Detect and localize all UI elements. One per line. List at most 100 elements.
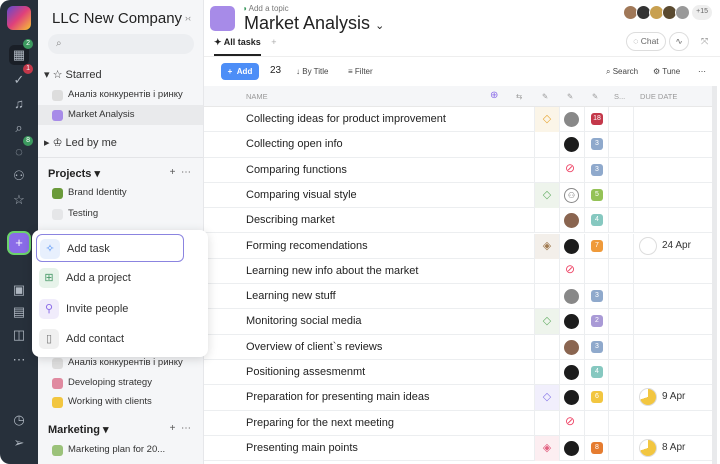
task-name[interactable]: Overview of client`s reviews — [246, 340, 383, 353]
status-cell[interactable] — [534, 258, 559, 284]
board-icon[interactable]: ◫ — [12, 327, 26, 342]
table-row[interactable]: Collecting ideas for product improvement… — [204, 107, 713, 133]
task-name[interactable]: Forming recomendations — [246, 239, 368, 252]
priority-cell[interactable]: 4 — [584, 360, 608, 385]
starred-item[interactable]: Аналіз конкурентів і ринку — [38, 85, 203, 105]
due-date-cell[interactable] — [633, 360, 713, 385]
due-date-cell[interactable]: 24 Apr — [633, 233, 713, 259]
sidebar-search[interactable]: ⌕ — [48, 34, 194, 54]
priority-cell[interactable]: 3 — [584, 132, 608, 158]
task-name[interactable]: Monitoring social media — [246, 315, 362, 328]
status-cell[interactable]: ◇ — [534, 182, 559, 208]
marketing-header[interactable]: Marketing ▾ — [48, 424, 109, 436]
people-icon[interactable]: ⚇ — [13, 168, 25, 183]
projects-actions[interactable]: + ⋯ — [169, 167, 191, 178]
assignee-cell[interactable] — [559, 107, 584, 132]
briefcase-icon[interactable]: ▣ — [12, 282, 26, 297]
due-date-cell[interactable] — [633, 334, 713, 360]
sort-down-icon[interactable]: ⊕ — [490, 90, 499, 101]
menu-invite-people[interactable]: ⚲ Invite people — [36, 295, 184, 323]
chat-icon[interactable]: ◌ 8 — [9, 136, 33, 162]
s-cell[interactable] — [608, 233, 633, 259]
column-flow-icon[interactable]: ⇆ — [516, 92, 523, 101]
task-name[interactable]: Preparation for presenting main ideas — [246, 391, 430, 404]
column-due-date[interactable]: DUE DATE — [640, 92, 678, 101]
status-cell[interactable]: ◇ — [534, 107, 559, 132]
marketing-actions[interactable]: + ⋯ — [169, 423, 191, 434]
bell-icon[interactable]: ♫ — [14, 96, 24, 111]
column-s[interactable]: S... — [614, 92, 626, 101]
priority-cell[interactable]: 7 — [584, 233, 608, 259]
add-button[interactable]: + Add — [221, 63, 259, 80]
home-icon[interactable]: ▦ 2 — [9, 39, 33, 65]
assignee-cell[interactable]: ⊘ — [559, 258, 584, 284]
s-cell[interactable] — [608, 182, 633, 208]
table-row[interactable]: Learning new info about the market ⊘ — [204, 258, 712, 285]
due-date-cell[interactable]: 8 Apr — [633, 435, 713, 461]
column-pin-icon[interactable]: ✎ — [567, 92, 574, 101]
priority-cell[interactable]: 3 — [584, 157, 608, 183]
search-button[interactable]: ⌕ Search — [606, 67, 639, 76]
led-by-me-section[interactable]: ▸ ♔ Led by me — [44, 137, 117, 149]
task-name[interactable]: Describing market — [246, 214, 335, 227]
s-cell[interactable] — [608, 132, 633, 158]
assignee-cell[interactable]: ⚇ — [559, 182, 584, 208]
due-date-cell[interactable] — [633, 284, 713, 310]
priority-cell[interactable] — [584, 410, 608, 436]
column-pin-icon[interactable]: ✎ — [542, 92, 549, 101]
assignee-cell[interactable]: ⊘ — [559, 410, 584, 436]
assignee-cell[interactable] — [559, 360, 584, 385]
priority-cell[interactable] — [584, 258, 608, 284]
task-name[interactable]: Collecting open info — [246, 138, 343, 151]
s-cell[interactable] — [608, 385, 633, 411]
due-date-cell[interactable]: 9 Apr — [633, 385, 713, 411]
scrollbar[interactable] — [712, 86, 717, 464]
chat-button[interactable]: ◌ Chat — [626, 32, 666, 51]
table-row[interactable]: Collecting open info 3 — [204, 132, 712, 158]
workspace-logo[interactable] — [7, 6, 31, 30]
project-item[interactable]: Developing strategy — [38, 373, 203, 393]
assignee-cell[interactable] — [559, 334, 584, 360]
company-name[interactable]: LLC New Company — [52, 10, 183, 27]
priority-cell[interactable]: 3 — [584, 284, 608, 310]
tab-all-tasks[interactable]: ✦ All tasks + — [214, 37, 277, 56]
projects-header[interactable]: Projects ▾ — [48, 168, 100, 180]
status-cell[interactable]: ◈ — [534, 233, 559, 259]
status-cell[interactable] — [534, 284, 559, 310]
s-cell[interactable] — [608, 258, 633, 284]
priority-cell[interactable]: 2 — [584, 309, 608, 335]
s-cell[interactable] — [608, 360, 633, 385]
tasks-icon[interactable]: ✓ 1 — [9, 64, 33, 90]
menu-add-contact[interactable]: ▯ Add contact — [36, 325, 184, 353]
add-topic[interactable]: ◑ Add a topic — [242, 4, 289, 13]
s-cell[interactable] — [608, 435, 633, 461]
members[interactable]: +15 — [623, 5, 712, 20]
project-item[interactable]: Brand Identity — [38, 183, 203, 203]
task-name[interactable]: Learning new info about the market — [246, 264, 419, 277]
page-title[interactable]: Market Analysis ⌄ — [244, 13, 385, 33]
expand-icon[interactable]: ⤧ — [701, 36, 709, 46]
assignee-cell[interactable] — [559, 435, 584, 461]
starred-section[interactable]: ▾ ☆ Starred — [44, 69, 102, 81]
table-row[interactable]: Positioning assesmenmt 4 — [204, 360, 713, 386]
table-icon[interactable]: ▤ — [12, 304, 26, 319]
priority-cell[interactable]: 6 — [584, 385, 608, 411]
table-row[interactable]: Learning new stuff 3 — [204, 284, 713, 310]
due-date-cell[interactable] — [633, 107, 713, 132]
s-cell[interactable] — [608, 157, 633, 183]
assignee-cell[interactable] — [559, 208, 584, 234]
assignee-cell[interactable] — [559, 309, 584, 335]
assignee-cell[interactable] — [559, 233, 584, 259]
status-cell[interactable] — [534, 157, 559, 183]
add-icon[interactable]: + — [9, 233, 29, 253]
filter-button[interactable]: ≡ Filter — [348, 67, 373, 76]
priority-cell[interactable]: 8 — [584, 435, 608, 461]
task-name[interactable]: Positioning assesmenmt — [246, 366, 366, 378]
sort-button[interactable]: ↓ By Title — [296, 67, 329, 76]
s-cell[interactable] — [608, 284, 633, 310]
status-cell[interactable] — [534, 360, 559, 385]
table-row[interactable]: Comparing functions ⊘ 3 — [204, 157, 712, 183]
status-cell[interactable] — [534, 132, 559, 158]
priority-cell[interactable]: 4 — [584, 208, 608, 234]
due-date-cell[interactable] — [633, 309, 713, 335]
